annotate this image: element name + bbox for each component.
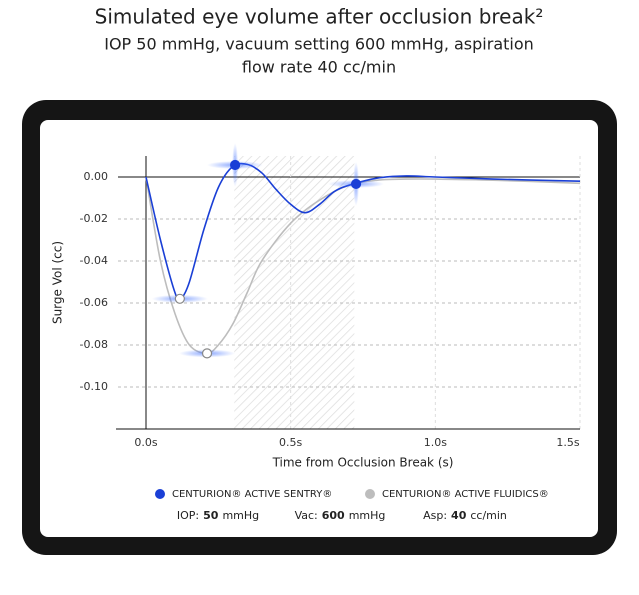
- y-tick-label: -0.02: [80, 212, 108, 225]
- setting-value: 600: [322, 509, 345, 522]
- legend-swatch: [365, 489, 375, 499]
- marker: [174, 293, 185, 304]
- setting-label: IOP:: [177, 509, 199, 522]
- x-tick-label: 0.5s: [279, 436, 302, 449]
- marker: [350, 178, 362, 190]
- series-line: [145, 176, 581, 355]
- title: Simulated eye volume after occlusion bre…: [95, 5, 544, 29]
- legend-label: CENTURION® ACTIVE SENTRY®: [172, 489, 332, 500]
- subtitle: IOP 50 mmHg, vacuum setting 600 mmHg, as…: [104, 35, 534, 54]
- y-axis-label: Surge Vol (cc): [51, 241, 65, 324]
- setting: IOP: 50 mmHg: [177, 509, 259, 522]
- setting-unit: mmHg: [349, 509, 386, 522]
- x-tick-label: 0.0s: [134, 436, 157, 449]
- y-tick-label: -0.08: [80, 338, 108, 351]
- setting-value: 50: [203, 509, 219, 522]
- y-tick-label: -0.06: [80, 296, 108, 309]
- setting: Asp: 40 cc/min: [423, 509, 507, 522]
- setting-label: Vac:: [295, 509, 318, 522]
- y-tick-label: 0.00: [84, 170, 109, 183]
- setting-unit: mmHg: [222, 509, 259, 522]
- y-tick-label: -0.10: [80, 380, 108, 393]
- subtitle: flow rate 40 cc/min: [242, 58, 396, 77]
- shaded-region: [234, 156, 355, 429]
- setting: Vac: 600 mmHg: [295, 509, 386, 522]
- x-tick-label: 1.0s: [424, 436, 447, 449]
- setting-unit: cc/min: [470, 509, 507, 522]
- setting-value: 40: [451, 509, 467, 522]
- marker: [201, 348, 213, 359]
- y-tick-label: -0.04: [80, 254, 108, 267]
- legend-label: CENTURION® ACTIVE FLUIDICS®: [382, 489, 549, 500]
- marker: [230, 159, 241, 171]
- setting-label: Asp:: [423, 509, 447, 522]
- x-axis-label: Time from Occlusion Break (s): [272, 456, 454, 470]
- legend-swatch: [155, 489, 165, 499]
- x-tick-label: 1.5s: [556, 436, 579, 449]
- plot: 0.00 -0.02 -0.04 -0.06 -0.08 -0.10 0.0s 0.5s 1.0…: [51, 143, 581, 522]
